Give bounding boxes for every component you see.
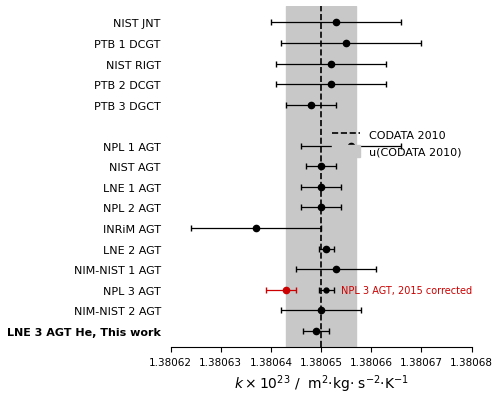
Text: NPL 3 AGT, 2015 corrected: NPL 3 AGT, 2015 corrected — [341, 285, 472, 295]
Legend: CODATA 2010, u(CODATA 2010): CODATA 2010, u(CODATA 2010) — [328, 124, 466, 162]
X-axis label: $k \times 10^{23}$ /  m$^2$$\cdot$kg$\cdot$ s$^{-2}$$\cdot$K$^{-1}$: $k \times 10^{23}$ / m$^2$$\cdot$kg$\cdo… — [234, 373, 408, 394]
Bar — [286, 7, 356, 347]
